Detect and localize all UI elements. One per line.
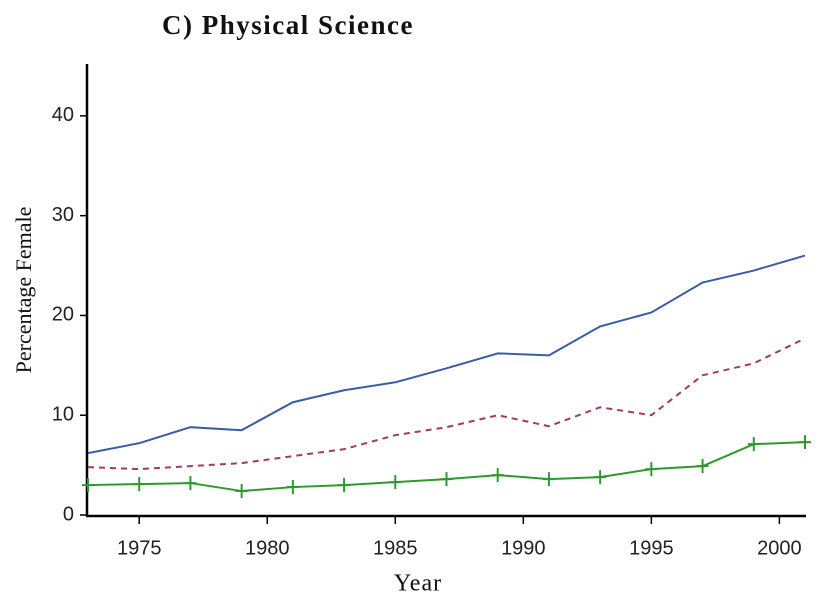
x-tick-label: 1995	[629, 537, 674, 559]
data-line	[87, 337, 806, 471]
y-tick-label: 0	[63, 503, 74, 525]
x-axis-label: Year	[394, 571, 442, 597]
data-marker	[389, 475, 402, 490]
data-marker	[82, 478, 94, 493]
data-marker	[184, 476, 197, 491]
chart-title: C) Physical Science	[162, 10, 414, 40]
data-marker	[799, 435, 811, 450]
y-axis-label: Percentage Female	[11, 207, 36, 374]
data-marker	[286, 480, 299, 495]
data-marker	[645, 462, 658, 477]
x-tick-label: 1990	[501, 537, 546, 559]
x-tick-label: 1980	[245, 537, 290, 559]
data-marker	[133, 477, 146, 492]
y-tick-label: 10	[52, 404, 74, 426]
data-marker	[440, 472, 453, 487]
data-marker	[235, 484, 248, 499]
x-tick-label: 2000	[757, 537, 802, 559]
data-marker	[594, 470, 607, 485]
y-tick-label: 40	[52, 104, 74, 126]
y-tick-label: 30	[52, 204, 74, 226]
x-tick-label: 1985	[373, 537, 418, 559]
data-marker	[491, 468, 504, 483]
data-marker	[338, 478, 351, 493]
data-line	[87, 254, 806, 455]
x-tick-label: 1975	[117, 537, 162, 559]
y-tick-label: 20	[52, 304, 74, 326]
data-marker	[542, 472, 555, 487]
data-marker	[747, 437, 760, 452]
data-marker	[696, 459, 709, 474]
